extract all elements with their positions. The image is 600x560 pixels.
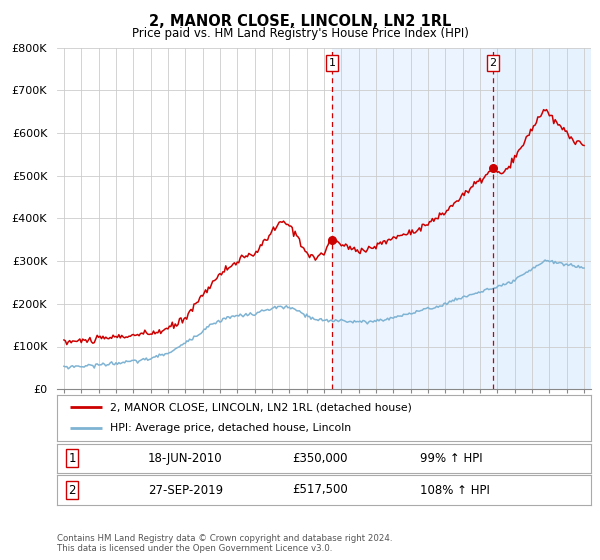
Text: 108% ↑ HPI: 108% ↑ HPI <box>420 483 490 497</box>
Text: 99% ↑ HPI: 99% ↑ HPI <box>420 451 483 465</box>
Text: 1: 1 <box>68 451 76 465</box>
Text: Price paid vs. HM Land Registry's House Price Index (HPI): Price paid vs. HM Land Registry's House … <box>131 27 469 40</box>
Text: 2: 2 <box>68 483 76 497</box>
Bar <box>332 48 591 389</box>
Text: 27-SEP-2019: 27-SEP-2019 <box>148 483 223 497</box>
Text: £350,000: £350,000 <box>292 451 347 465</box>
Text: 18-JUN-2010: 18-JUN-2010 <box>148 451 223 465</box>
Text: £517,500: £517,500 <box>292 483 348 497</box>
Text: 1: 1 <box>328 58 335 68</box>
Text: HPI: Average price, detached house, Lincoln: HPI: Average price, detached house, Linc… <box>110 423 352 433</box>
Text: 2, MANOR CLOSE, LINCOLN, LN2 1RL (detached house): 2, MANOR CLOSE, LINCOLN, LN2 1RL (detach… <box>110 402 412 412</box>
Text: 2: 2 <box>490 58 496 68</box>
Text: Contains HM Land Registry data © Crown copyright and database right 2024.
This d: Contains HM Land Registry data © Crown c… <box>57 534 392 553</box>
Text: 2, MANOR CLOSE, LINCOLN, LN2 1RL: 2, MANOR CLOSE, LINCOLN, LN2 1RL <box>149 14 451 29</box>
Bar <box>493 48 591 389</box>
